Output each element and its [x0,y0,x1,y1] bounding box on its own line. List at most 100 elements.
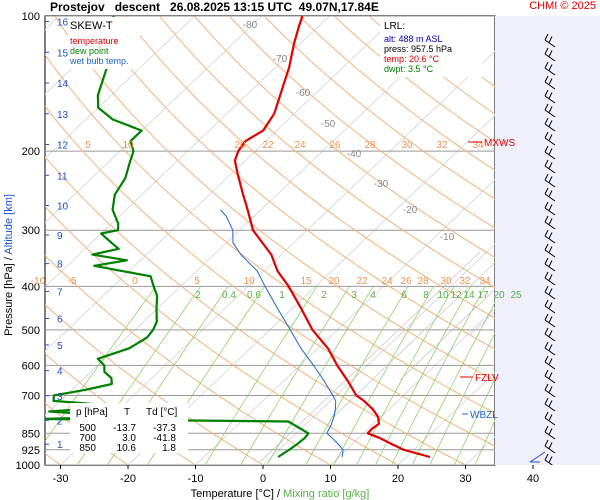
dry-adiabat-label: 34 [479,276,491,287]
mixing-ratio-line [474,419,495,465]
wind-barb-icon [544,243,556,258]
lcl-line: temp: 20.6 °C [384,54,440,64]
altitude-tick-label: 15 [57,48,69,59]
lcl-line: alt: 488 m ASL [384,34,443,44]
y-axis-title: Pressure [hPa] / Altitude [km] [3,194,15,336]
dry-adiabat-label: 22 [262,140,274,151]
isotherm-label: -20 [403,205,418,216]
altitude-tick-label: 4 [57,367,63,378]
mixing-ratio-label: 20 [493,290,505,301]
altitude-tick-label: 12 [57,141,69,152]
dry-adiabat-label: 20 [234,140,246,151]
mixing-ratio-line [333,286,434,465]
legend-item: wet bulb temp. [69,56,129,66]
pressure-tick-label: 1000 [16,460,40,472]
mixing-ratio-label: 0.4 [222,290,236,301]
mixing-ratio-line [204,286,318,465]
table-header: Td [°C] [146,407,177,418]
altitude-tick-label: 7 [57,287,63,298]
legend-background [68,17,140,69]
dry-adiabat-line [229,16,495,229]
wind-barb-icon [544,173,556,188]
wind-barb-icon [544,355,556,370]
table-cell: 10.6 [117,443,137,454]
dry-adiabat-line [159,16,495,289]
mixing-ratio-line [305,286,409,465]
table-header: p [hPa] [76,407,108,418]
surface-wind-barb-icon [529,451,546,463]
altitude-tick-label: 3 [57,392,63,403]
x-axis-title: Temperature [°C] / Mixing ratio [g/kg] [191,488,370,500]
dry-adiabat-line [45,105,495,447]
altitude-tick-label: 11 [57,171,68,182]
wind-barb-icon [544,229,556,244]
wind-barb-icon [544,201,556,216]
mixing-ratio-label: 1 [279,290,285,301]
lcl-line: dwpt: 3.5 °C [384,64,434,74]
wind-barb-icon [544,159,556,174]
dry-adiabat-line [45,254,331,465]
dry-adiabat-label: 15 [300,276,312,287]
wind-barb-icon [544,271,556,286]
level-label: WBZL [470,410,498,421]
mixing-ratio-label: 10 [437,290,449,301]
table-cell: 3.0 [122,433,136,444]
mixing-ratio-label: 8 [423,290,429,301]
isotherm-line [45,16,398,352]
isotherm-label: -80 [243,20,258,31]
mixing-ratio-line [45,286,157,442]
altitude-tick-label: 10 [57,202,69,213]
dry-adiabat-line [263,16,495,200]
dry-adiabat-label: 10 [243,276,255,287]
dry-adiabat-label: 32 [436,140,448,151]
dry-adiabat-line [45,53,495,414]
pressure-tick-label: 700 [22,390,40,402]
dry-adiabat-line [194,16,495,259]
temperature-series [233,16,431,459]
mixing-ratio-line [454,378,495,465]
wind-barb-icon [544,327,556,342]
isotherm-line [127,114,495,465]
mixing-ratio-label: 3 [351,290,357,301]
isotherm-label: -70 [273,54,288,65]
pressure-tick-label: 400 [22,281,40,293]
dry-adiabat-label: -5 [68,276,77,287]
legend-item: dew point [70,46,109,56]
legend-title: SKEW-T [70,20,113,32]
altitude-tick-label: 5 [57,341,63,352]
lcl-title: LRL: [384,21,405,32]
wind-barb-icon [544,131,556,146]
isotherm-line [45,16,465,417]
mixing-ratio-label: 4 [370,290,376,301]
wind-barb-icon [544,75,556,90]
dry-adiabat-label: 26 [400,276,412,287]
credit-label: CHMI © 2025 [529,0,596,12]
wind-barb-icon [544,341,556,356]
isotherm-label: -40 [347,149,362,160]
wind-barb-icon [544,453,554,465]
table-cell: -37.3 [153,423,176,434]
table-header: T [124,407,130,418]
dry-adiabat-line [45,304,264,465]
temperature-tick-label: 0 [260,473,266,485]
table-cell: 850 [79,443,96,454]
temperature-tick-label: 40 [527,473,539,485]
altitude-tick-label: 14 [57,79,69,90]
isotherm-line [45,16,330,288]
isotherm-line [397,371,495,465]
dry-adiabat-label: 26 [329,140,341,151]
wet-bulb-temp-series [220,209,344,458]
moist-adiabat-line [399,288,495,381]
wind-barb-icon [544,369,556,384]
temperature-tick-label: -10 [188,473,204,485]
isotherm-line [45,16,195,160]
pressure-tick-label: 850 [22,428,40,440]
altitude-tick-label: 9 [57,231,63,242]
dry-adiabat-label: -10 [31,276,46,287]
wind-barb-icon [544,411,556,426]
mixing-ratio-label: 17 [477,290,489,301]
dry-adiabat-line [45,205,399,465]
isotherm-line [45,16,128,95]
